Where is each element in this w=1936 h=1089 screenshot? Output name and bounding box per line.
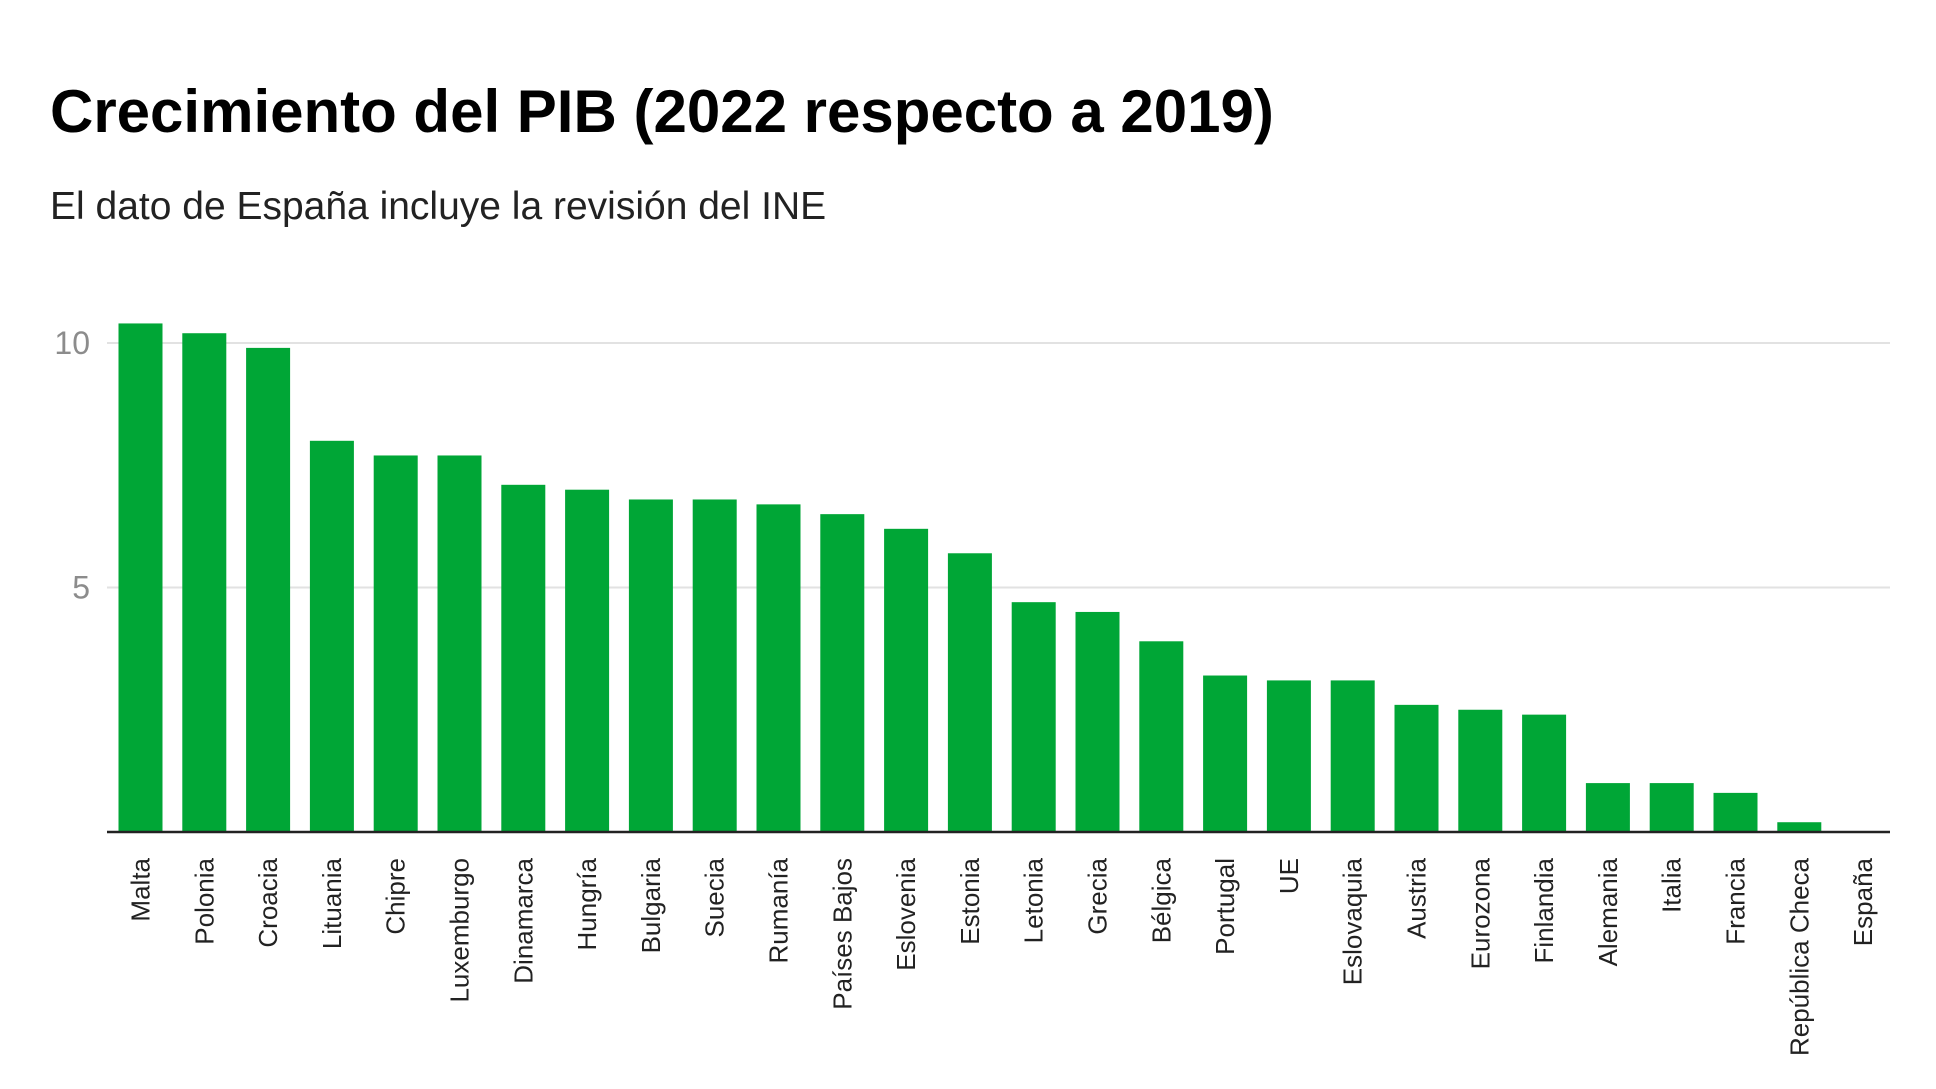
x-category-label: República Checa — [1784, 857, 1814, 1056]
x-category-label: Finlandia — [1529, 857, 1559, 963]
bar — [501, 484, 546, 832]
chart-title: Crecimiento del PIB (2022 respecto a 201… — [50, 78, 1274, 145]
bar — [820, 514, 865, 832]
x-category-label: Portugal — [1210, 858, 1240, 955]
bar — [1203, 675, 1248, 832]
x-category-label: Chipre — [381, 858, 411, 935]
x-category-label: Luxemburgo — [445, 858, 475, 1003]
bar — [1713, 792, 1758, 832]
bar — [1330, 680, 1375, 832]
bars — [118, 323, 1822, 832]
x-category-label: Italia — [1657, 857, 1687, 912]
x-category-label: Países Bajos — [827, 858, 857, 1010]
x-category-label: Rumanía — [764, 857, 794, 963]
x-category-label: Croacia — [253, 857, 283, 947]
bar — [437, 455, 482, 832]
x-category-label: Letonia — [1019, 857, 1049, 943]
y-tick-label: 10 — [54, 325, 90, 361]
x-category-label: Austria — [1402, 857, 1432, 938]
x-category-label: Eslovenia — [891, 857, 921, 970]
bar — [1777, 822, 1822, 832]
bar — [628, 499, 673, 832]
x-category-label: Bélgica — [1146, 857, 1176, 943]
bar — [182, 333, 227, 832]
x-category-label: Grecia — [1083, 857, 1113, 934]
bar — [692, 499, 737, 832]
x-category-label: Eurozona — [1465, 857, 1495, 969]
bar — [947, 553, 992, 832]
x-category-label: Eslovaquia — [1338, 857, 1368, 985]
x-category-label: España — [1848, 857, 1878, 946]
x-category-label: Estonia — [955, 857, 985, 944]
bar — [1394, 704, 1439, 832]
x-category-label: UE — [1274, 858, 1304, 894]
bar — [1075, 611, 1120, 832]
bar — [309, 440, 354, 832]
y-tick-label: 5 — [72, 570, 90, 606]
x-category-label: Suecia — [700, 857, 730, 937]
x-category-label: Bulgaria — [636, 857, 666, 953]
bar — [1266, 680, 1311, 832]
bar — [1649, 783, 1694, 832]
bar — [565, 489, 610, 832]
bar — [373, 455, 418, 832]
x-category-label: Malta — [126, 857, 156, 921]
x-category-label: Hungría — [572, 857, 602, 950]
chart-subtitle: El dato de España incluye la revisión de… — [50, 185, 827, 228]
bar — [884, 528, 929, 832]
bar — [1011, 602, 1056, 832]
x-category-label: Alemania — [1593, 857, 1623, 966]
bar — [1522, 714, 1567, 832]
x-category-label: Lituania — [317, 857, 347, 949]
bar — [1585, 783, 1630, 832]
bar — [246, 347, 291, 832]
category-labels: Malta Polonia Croacia Lituania Chipre Luxembu… — [126, 857, 1879, 1056]
x-category-label: Polonia — [189, 857, 219, 944]
bar — [1458, 709, 1503, 832]
bar — [118, 323, 163, 832]
bar — [1139, 641, 1184, 832]
x-category-label: Dinamarca — [508, 857, 538, 983]
x-category-label: Francia — [1721, 857, 1751, 944]
bar — [756, 504, 801, 832]
